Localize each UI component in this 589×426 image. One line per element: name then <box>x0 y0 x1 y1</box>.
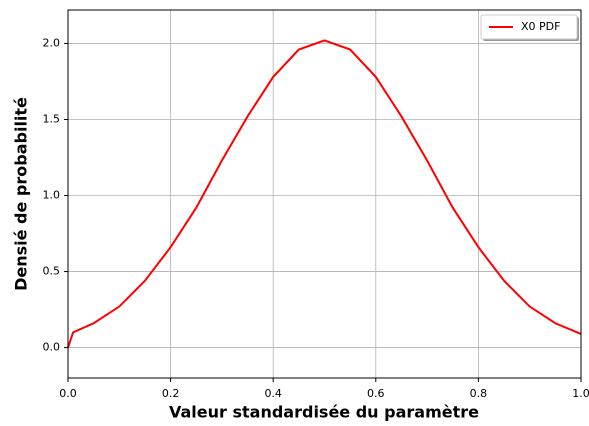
data-line <box>67 39 582 348</box>
x-tick-label: 0.2 <box>162 387 180 400</box>
y-tick-label: 2.0 <box>43 36 61 49</box>
x-tick-label: 0.0 <box>59 387 77 400</box>
legend <box>480 14 578 40</box>
legend-label: X0 PDF <box>521 20 560 33</box>
x-tick-label: 0.6 <box>367 387 385 400</box>
x-tick-label: 0.8 <box>470 387 488 400</box>
y-tick-label: 1.0 <box>43 189 61 202</box>
x-axis-label: Valeur standardisée du paramètre <box>169 403 479 422</box>
x-tick-label: 1.0 <box>572 387 589 400</box>
y-tick-label: 1.5 <box>43 112 61 125</box>
y-tick-label: 0.0 <box>43 341 61 354</box>
y-tick-label: 0.5 <box>43 265 61 278</box>
x-tick-label: 0.4 <box>264 387 282 400</box>
y-axis-label: Densié de probabilité <box>12 97 31 291</box>
plot-frame <box>67 9 582 379</box>
